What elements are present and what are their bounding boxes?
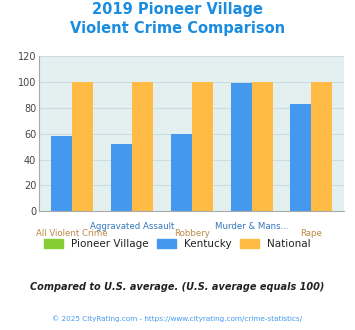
Text: Robbery: Robbery: [174, 229, 210, 238]
Text: 2019 Pioneer Village: 2019 Pioneer Village: [92, 2, 263, 16]
Text: All Violent Crime: All Violent Crime: [36, 229, 108, 238]
Bar: [132, 82, 153, 211]
Bar: [171, 134, 192, 211]
Legend: Pioneer Village, Kentucky, National: Pioneer Village, Kentucky, National: [41, 236, 314, 252]
Text: © 2025 CityRating.com - https://www.cityrating.com/crime-statistics/: © 2025 CityRating.com - https://www.city…: [53, 315, 302, 322]
Text: Compared to U.S. average. (U.S. average equals 100): Compared to U.S. average. (U.S. average …: [30, 282, 325, 292]
Bar: [311, 82, 332, 211]
Text: Aggravated Assault: Aggravated Assault: [90, 221, 174, 231]
Bar: [290, 104, 311, 211]
Bar: [252, 82, 273, 211]
Bar: [192, 82, 213, 211]
Text: Murder & Mans...: Murder & Mans...: [215, 221, 288, 231]
Bar: [72, 82, 93, 211]
Text: Violent Crime Comparison: Violent Crime Comparison: [70, 21, 285, 36]
Text: Rape: Rape: [300, 229, 322, 238]
Bar: [231, 83, 252, 211]
Bar: [51, 136, 72, 211]
Bar: [111, 144, 132, 211]
